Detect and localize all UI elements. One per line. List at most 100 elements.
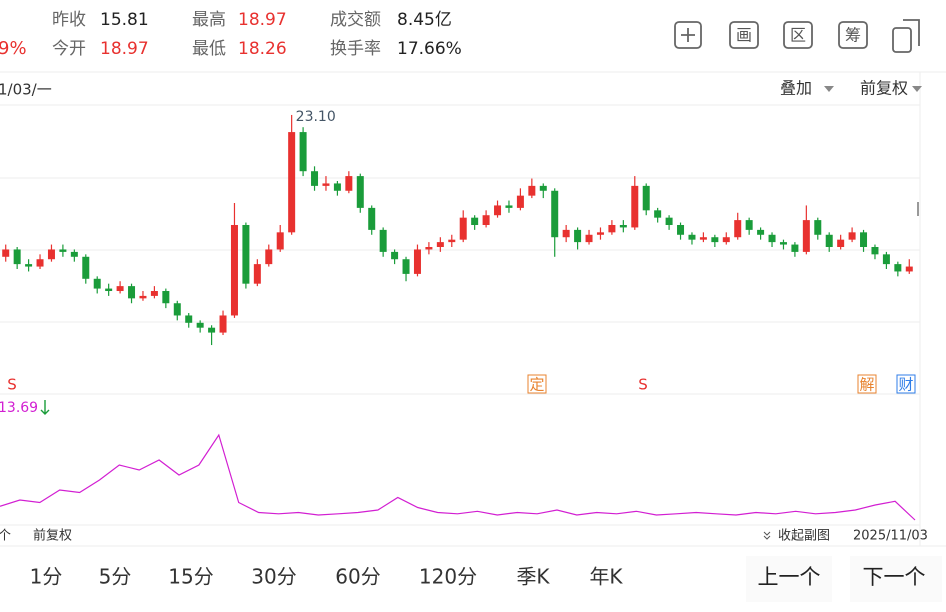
candle-body <box>757 229 765 235</box>
marker[interactable]: 解 <box>859 376 874 394</box>
candle-body <box>219 315 227 333</box>
candle-body <box>802 220 810 252</box>
stat-value: 18.97 <box>100 39 149 59</box>
adjust[interactable]: 前复权 <box>860 79 908 98</box>
candle-body <box>665 217 673 225</box>
candle-body <box>105 288 113 292</box>
candle-body <box>608 224 616 233</box>
candle-body <box>288 132 296 233</box>
candle-body <box>699 237 707 240</box>
change: 9% <box>0 38 27 59</box>
stat-label: 最低 <box>192 39 226 59</box>
candle-body <box>596 232 604 235</box>
candle-body <box>768 234 776 243</box>
candle-body <box>734 220 742 238</box>
stat-value: 17.66% <box>397 39 462 59</box>
candle-body <box>413 249 421 274</box>
candle-body <box>459 217 467 240</box>
candle-body <box>562 229 570 238</box>
candle-body <box>825 234 833 248</box>
candle-body <box>574 229 582 243</box>
collapse[interactable]: 收起副图 <box>778 529 830 544</box>
marker[interactable]: S <box>638 376 648 394</box>
candle-body <box>2 249 10 257</box>
icon-add[interactable] <box>674 21 702 49</box>
candle-body <box>299 132 307 172</box>
candle-body <box>791 244 799 252</box>
candle-body <box>162 291 170 304</box>
footer-date: 2025/11/03 <box>853 529 928 544</box>
footer-adjust[interactable]: 前复权 <box>33 528 72 544</box>
icon-device <box>903 19 920 46</box>
stat-value: 18.97 <box>238 10 287 30</box>
candle-body <box>36 259 44 267</box>
icon[interactable] <box>729 21 759 49</box>
stat-value: 18.26 <box>238 39 287 59</box>
candle-body <box>139 295 147 299</box>
period-tab[interactable]: 1分 <box>30 565 63 589</box>
caret <box>763 531 771 540</box>
candle-body <box>436 242 444 248</box>
indicator-line <box>0 433 916 521</box>
candle-body <box>448 239 456 243</box>
max-label: 23.10 <box>296 109 336 125</box>
candle-body <box>82 256 90 279</box>
candle-body <box>402 259 410 274</box>
marker-box <box>896 374 916 394</box>
candle-body <box>688 234 696 240</box>
period-tab[interactable]: 15分 <box>168 565 213 589</box>
stat-value: 8.45亿 <box>397 10 452 30</box>
period-tab[interactable]: 季K <box>516 565 550 589</box>
indicator-label: 13.69 <box>0 400 38 416</box>
nav-button[interactable]: 上一个 <box>758 565 821 589</box>
candle-body <box>551 190 559 238</box>
icon-device[interactable] <box>892 27 912 53</box>
candle-body <box>619 224 627 228</box>
candle-body <box>356 176 364 208</box>
candle-body <box>425 247 433 250</box>
period-tab[interactable]: 年K <box>589 565 623 589</box>
period-tab[interactable]: 120分 <box>419 565 477 589</box>
icon[interactable] <box>838 21 868 49</box>
candle-body <box>882 254 890 265</box>
period-tab[interactable]: 5分 <box>99 565 132 589</box>
caret <box>912 86 922 92</box>
candle-body <box>311 171 319 186</box>
candle-body <box>631 185 639 228</box>
candle-body <box>391 251 399 260</box>
candle-body <box>779 242 787 245</box>
icon-label: 区 <box>790 26 806 45</box>
stat-label: 成交额 <box>330 10 381 30</box>
candle-body <box>642 185 650 211</box>
icon-label: 筹 <box>845 26 861 45</box>
candle-body <box>93 278 101 289</box>
candle-body <box>905 266 913 272</box>
candle-body <box>711 237 719 243</box>
candle-body <box>70 251 78 257</box>
overlay[interactable]: 叠加 <box>780 79 812 98</box>
candle-body <box>59 249 67 252</box>
candle-body <box>128 286 136 299</box>
stat-label: 换手率 <box>330 39 381 59</box>
candle-body <box>242 224 250 284</box>
candle-body <box>47 249 55 260</box>
candle-body <box>150 291 158 296</box>
icon[interactable] <box>783 21 813 49</box>
candle-body <box>265 249 273 265</box>
period-tab[interactable]: 30分 <box>251 565 296 589</box>
date: 1/03/一 <box>0 81 52 99</box>
candle-body <box>539 185 547 191</box>
candle-body <box>13 249 21 265</box>
nav-button[interactable]: 下一个 <box>863 565 926 589</box>
candle-body <box>745 220 753 230</box>
marker[interactable]: S <box>7 376 17 394</box>
candle-body <box>860 232 868 248</box>
marker[interactable]: 财 <box>898 376 913 394</box>
candle-body <box>25 264 33 267</box>
period-tab[interactable]: 60分 <box>335 565 380 589</box>
footer-left: 个 <box>0 529 11 544</box>
candle-body <box>848 232 856 240</box>
candle-body <box>333 183 341 191</box>
marker[interactable]: 定 <box>529 376 544 394</box>
